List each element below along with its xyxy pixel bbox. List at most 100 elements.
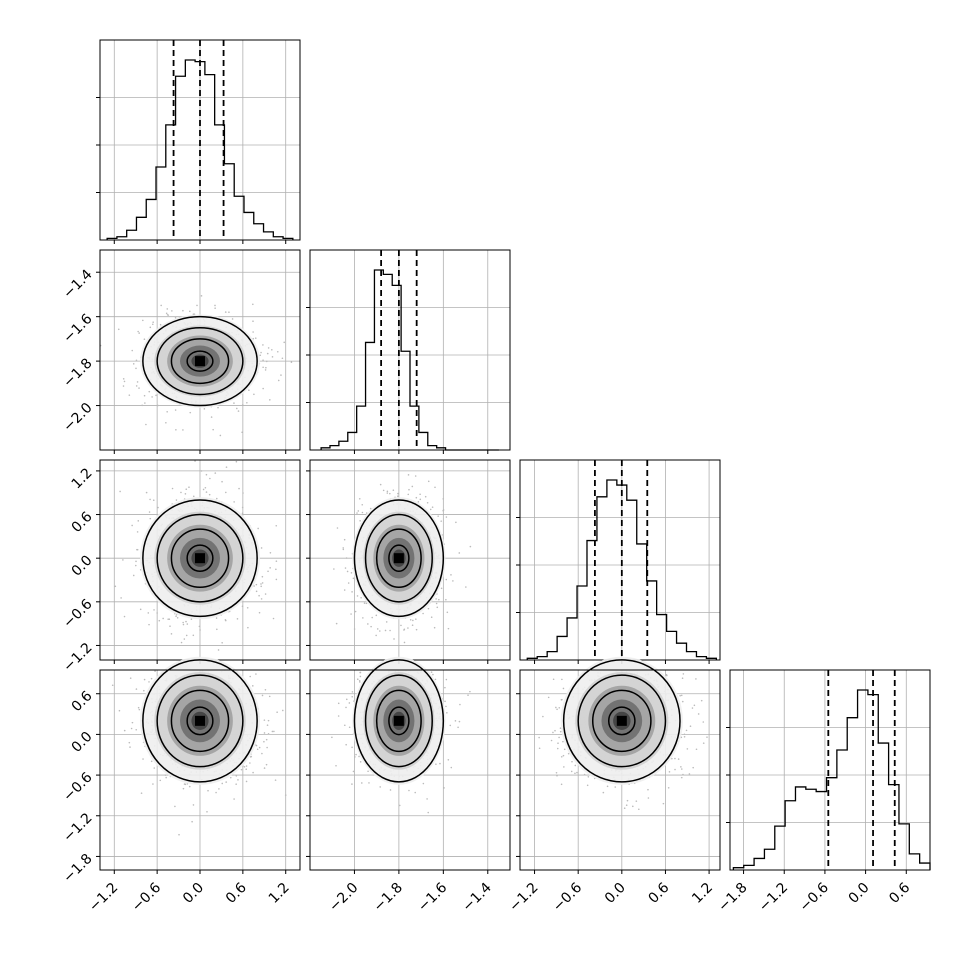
sample-point [271,730,274,733]
sample-point [407,474,410,476]
sample-point [408,789,410,792]
sample-point [175,428,177,431]
y-tick-label: 0.0 [69,729,96,756]
sample-point [469,545,472,548]
sample-point [198,625,201,628]
sample-point [175,615,177,618]
sample-point [245,768,248,771]
sample-point [342,547,345,549]
sample-point [156,612,158,614]
sample-point [251,685,254,687]
sample-point [264,369,267,371]
sample-point [152,783,154,785]
sample-point [345,698,348,701]
sample-point [241,605,244,608]
sample-point [440,520,443,522]
sample-point [455,521,457,524]
sample-point [123,615,126,618]
sample-point [262,344,264,346]
sample-point [238,487,240,490]
sample-point [335,764,337,767]
sample-point [138,332,140,334]
sample-point [271,348,273,351]
sample-point [200,470,203,472]
sample-point [184,493,187,495]
contour-0 [142,499,258,618]
sample-point [345,743,347,746]
sample-point [409,618,412,621]
sample-point [245,765,248,767]
sample-point [369,507,372,510]
sample-point [586,784,589,787]
sample-point [176,616,179,619]
sample-point [246,606,249,609]
sample-point [415,618,417,620]
sample-point [225,491,227,494]
sample-point [346,570,349,573]
sample-point [336,527,339,529]
sample-point [689,725,692,728]
sample-point [459,703,461,706]
sample-point [446,712,448,714]
sample-point [275,524,278,527]
sample-point [438,598,440,601]
sample-point [361,782,363,784]
sample-point [174,805,176,808]
sample-point [186,623,189,625]
sample-point [275,578,278,581]
sample-point [135,385,138,387]
sample-point [393,638,395,640]
sample-point [259,354,262,357]
sample-point [150,677,153,680]
sample-point [145,423,147,426]
sample-point [169,625,171,627]
sample-point [274,779,277,781]
sample-point [185,620,187,623]
sample-point [359,761,362,763]
sample-point [444,700,446,703]
sample-point [252,771,254,774]
panel-0-0 [96,39,301,244]
sample-point [225,466,228,468]
sample-point [129,746,131,748]
sample-point [444,686,446,689]
sample-point [442,498,445,500]
sample-point [243,766,246,768]
sample-point [426,798,428,800]
sample-point [258,746,261,749]
sample-point [185,634,188,637]
sample-point [447,758,450,761]
sample-point [165,421,167,424]
sample-point [571,760,573,763]
sample-point [192,495,195,498]
sample-point [362,617,364,619]
sample-point [153,609,155,611]
sample-point [143,678,146,681]
sample-point [386,490,389,493]
sample-point [407,627,409,629]
sample-point [240,768,243,771]
x-tick-label: −1.4 [459,880,494,915]
y-tick-label: −1.2 [60,640,95,675]
sample-point [558,736,560,739]
x-tick-label: −1.6 [415,880,450,915]
sample-point [556,747,559,750]
sample-point [155,394,157,397]
sample-point [216,497,218,500]
sample-point [207,789,209,792]
sample-point [151,323,154,326]
sample-point [638,808,640,811]
sample-point [117,328,120,331]
sample-point [183,783,186,785]
sample-point [275,560,278,562]
sample-point [128,741,131,744]
sample-point [175,499,178,501]
sample-point [253,585,255,587]
sample-point [182,621,184,624]
sample-point [344,567,347,569]
sample-point [165,312,168,315]
sample-point [348,702,351,704]
sample-point [560,755,563,758]
sample-point [193,313,196,315]
